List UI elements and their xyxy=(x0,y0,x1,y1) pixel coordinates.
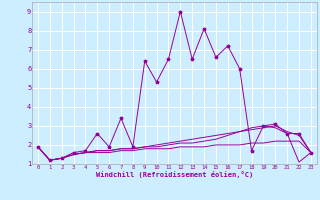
X-axis label: Windchill (Refroidissement éolien,°C): Windchill (Refroidissement éolien,°C) xyxy=(96,171,253,178)
